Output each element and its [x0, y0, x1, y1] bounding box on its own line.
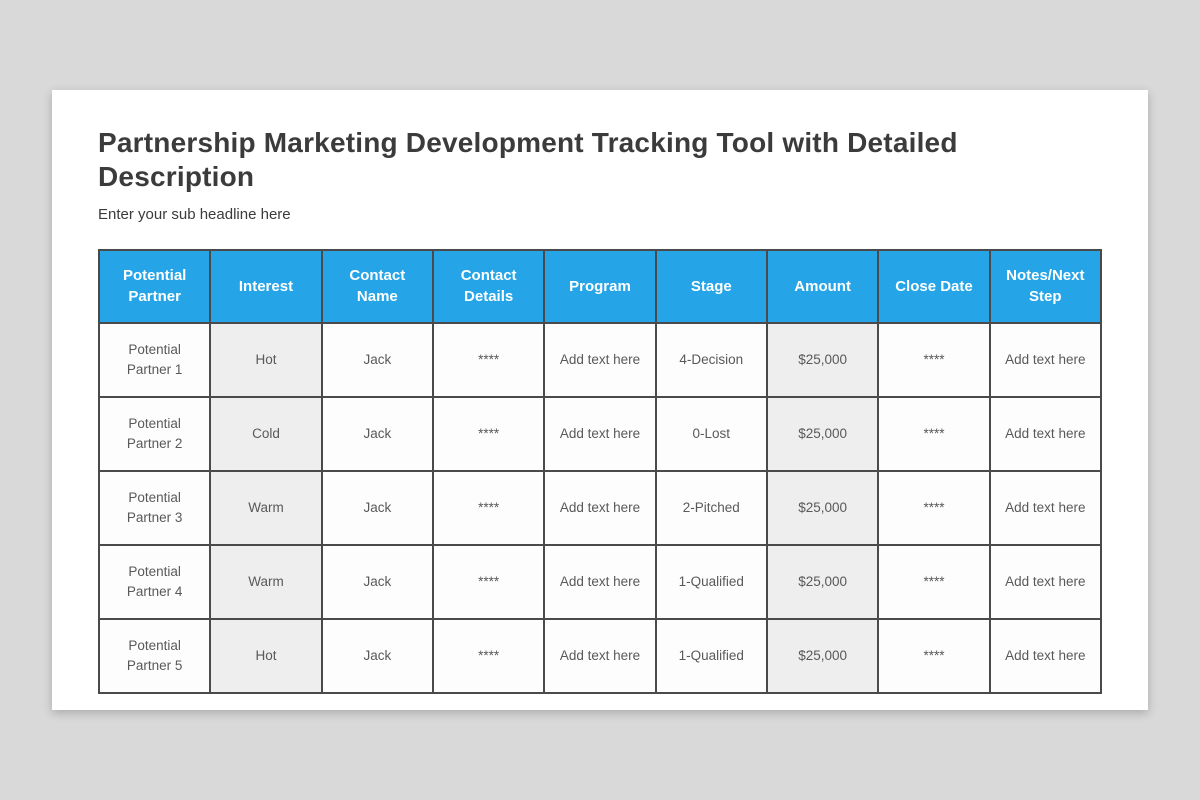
table-row: Potential Partner 2 Cold Jack **** Add text … [97, 396, 1103, 473]
table-cell: **** [877, 322, 991, 399]
column-header-contact-details: Contact Details [431, 249, 546, 325]
table-cell: 4-Decision [654, 322, 768, 399]
table-cell: Add text here [543, 618, 657, 695]
table-cell: Warm [209, 544, 323, 621]
table-cell: Hot [209, 618, 323, 695]
table-cell: **** [877, 618, 991, 695]
table-cell: **** [877, 544, 991, 621]
column-header-program: Program [543, 249, 657, 325]
column-header-potential-partner: Potential Partner [97, 249, 212, 325]
table-cell: $25,000 [765, 396, 880, 473]
page-title: Partnership Marketing Development Tracki… [98, 127, 958, 192]
column-header-notes-next-step: Notes/Next Step [988, 249, 1103, 325]
table-header-row: Potential Partner Interest Contact Name Con… [97, 249, 1103, 325]
table-cell: Add text here [988, 322, 1103, 399]
table-cell: 1-Qualified [654, 618, 768, 695]
table-cell: Jack [320, 544, 434, 621]
table-row: Potential Partner 3 Warm Jack **** Add text … [97, 470, 1103, 547]
table-cell: Jack [320, 470, 434, 547]
table-cell: Add text here [988, 544, 1103, 621]
table-cell: $25,000 [765, 322, 880, 399]
table-cell: Potential Partner 1 [97, 322, 212, 399]
table-cell: $25,000 [765, 544, 880, 621]
table-cell: Potential Partner 4 [97, 544, 212, 621]
table-row: Potential Partner 5 Hot Jack **** Add text h… [97, 618, 1103, 695]
table-cell: **** [431, 618, 546, 695]
slide-card: Partnership Marketing Development Tracki… [52, 90, 1148, 710]
column-header-close-date: Close Date [877, 249, 991, 325]
table-cell: Add text here [543, 544, 657, 621]
table-cell: Add text here [988, 618, 1103, 695]
table-cell: $25,000 [765, 470, 880, 547]
table-cell: **** [877, 470, 991, 547]
table-cell: Hot [209, 322, 323, 399]
table-cell: Potential Partner 5 [97, 618, 212, 695]
table-row: Potential Partner 1 Hot Jack **** Add text h… [97, 322, 1103, 399]
column-header-stage: Stage [654, 249, 768, 325]
table-cell: $25,000 [765, 618, 880, 695]
table-cell: Add text here [543, 322, 657, 399]
table-cell: Potential Partner 3 [97, 470, 212, 547]
table-body: Potential Partner 1 Hot Jack **** Add text h… [97, 322, 1103, 695]
table-cell: Add text here [988, 470, 1103, 547]
column-header-amount: Amount [765, 249, 880, 325]
table-row: Potential Partner 4 Warm Jack **** Add text … [97, 544, 1103, 621]
table-cell: Potential Partner 2 [97, 396, 212, 473]
table-cell: **** [431, 544, 546, 621]
table-cell: 0-Lost [654, 396, 768, 473]
table-cell: Add text here [543, 396, 657, 473]
table-cell: Jack [320, 322, 434, 399]
partnership-tracking-table: Potential Partner Interest Contact Name Con… [97, 249, 1103, 695]
table-cell: 1-Qualified [654, 544, 768, 621]
table-cell: Warm [209, 470, 323, 547]
table-cell: **** [431, 470, 546, 547]
table-cell: Jack [320, 618, 434, 695]
column-header-contact-name: Contact Name [320, 249, 434, 325]
table-cell: 2-Pitched [654, 470, 768, 547]
table-cell: **** [431, 322, 546, 399]
table-cell: Add text here [988, 396, 1103, 473]
table-cell: Jack [320, 396, 434, 473]
table-cell: **** [431, 396, 546, 473]
column-header-interest: Interest [209, 249, 323, 325]
table-cell: Add text here [543, 470, 657, 547]
table-cell: Cold [209, 396, 323, 473]
page-subtitle: Enter your sub headline here [98, 206, 291, 224]
table-cell: **** [877, 396, 991, 473]
